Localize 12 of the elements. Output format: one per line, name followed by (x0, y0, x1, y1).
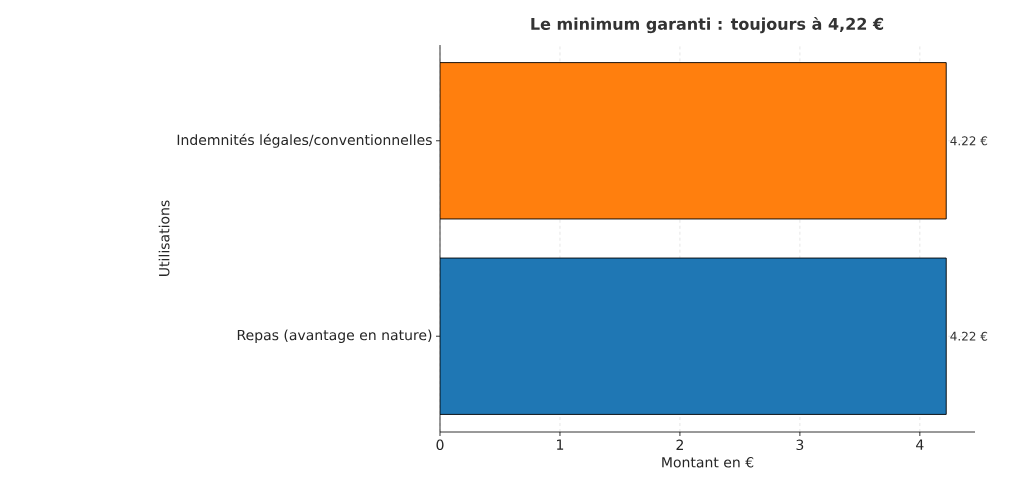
y-tick-label: Indemnités légales/conventionnelles (177, 133, 432, 148)
x-tick-label: 2 (676, 439, 683, 450)
x-tick-label: 0 (436, 439, 444, 451)
data-label: 4.22 € (950, 136, 988, 146)
x-tick-label: 4 (916, 439, 924, 450)
chart-title: Le minimum garanti : toujours à 4,22 € (531, 16, 884, 34)
y-axis-title: Utilisations (158, 200, 170, 276)
data-label: 4.22 € (950, 331, 988, 341)
x-tick-label: 1 (557, 439, 564, 450)
x-tick-label: 3 (796, 439, 804, 451)
y-tick-label: Repas (avantage en nature) (237, 329, 432, 343)
x-axis-title: Montant en € (662, 456, 754, 468)
